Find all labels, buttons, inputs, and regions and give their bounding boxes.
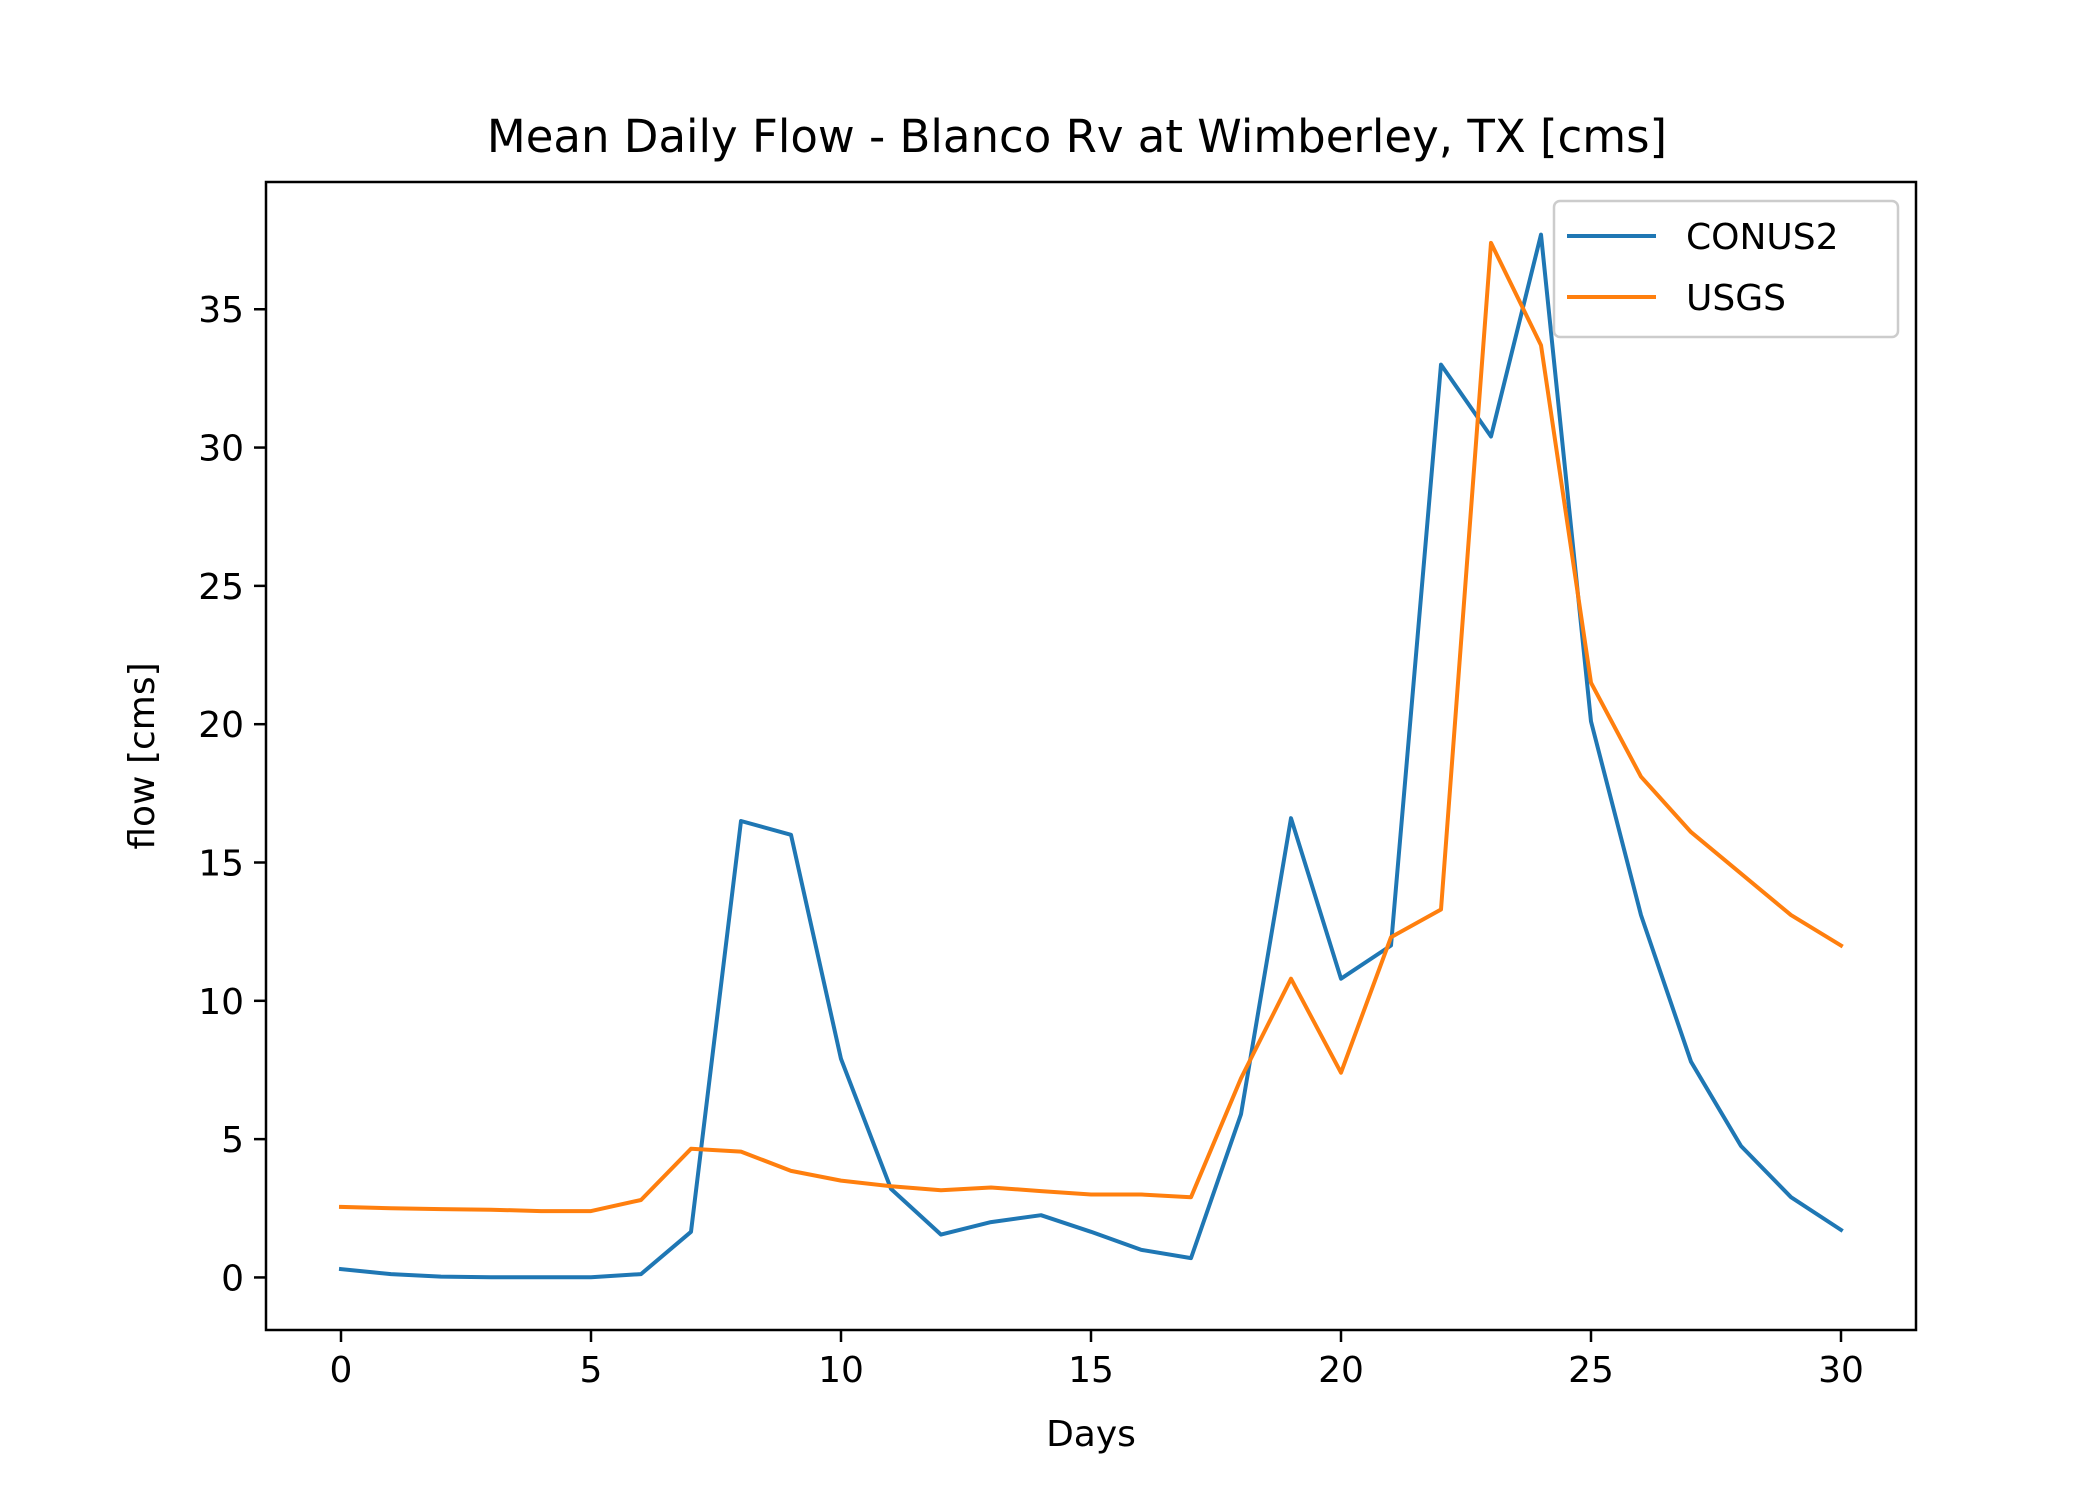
y-tick-label-35: 35 (198, 290, 244, 331)
x-tick-label-0: 0 (330, 1350, 353, 1391)
axes-layer: 0 5 10 15 20 25 30 0 5 10 15 20 25 30 35 (198, 290, 1864, 1391)
y-axis-label: flow [cms] (122, 662, 163, 849)
x-tick-label-30: 30 (1818, 1350, 1864, 1391)
x-axis-label: Days (1046, 1414, 1136, 1455)
legend-label-conus2: CONUS2 (1686, 217, 1839, 258)
x-tick-label-5: 5 (580, 1350, 603, 1391)
plot-frame (264, 180, 1918, 1332)
legend: CONUS2 USGS (1552, 199, 1900, 339)
x-tick-label-25: 25 (1568, 1350, 1614, 1391)
series-line-usgs (338, 240, 1844, 1214)
chart-title: Mean Daily Flow - Blanco Rv at Wimberley… (487, 110, 1667, 163)
x-tick-label-15: 15 (1068, 1350, 1114, 1391)
series-layer (338, 232, 1844, 1280)
legend-label-usgs: USGS (1686, 278, 1786, 319)
x-tick-label-10: 10 (818, 1350, 864, 1391)
y-tick-label-30: 30 (198, 429, 244, 470)
y-tick-label-20: 20 (198, 705, 244, 746)
y-tick-label-10: 10 (198, 982, 244, 1023)
y-tick-label-0: 0 (221, 1258, 244, 1299)
series-line-conus2 (338, 232, 1844, 1280)
x-tick-label-20: 20 (1318, 1350, 1364, 1391)
y-tick-label-25: 25 (198, 567, 244, 608)
y-tick-label-15: 15 (198, 844, 244, 885)
y-tick-label-5: 5 (221, 1120, 244, 1161)
